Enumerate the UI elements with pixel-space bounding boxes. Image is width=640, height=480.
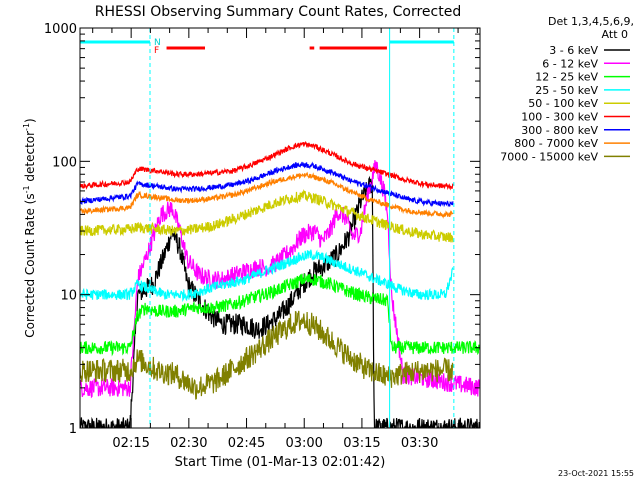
series-line-5 [80,189,454,243]
legend-label-9: 7000 - 15000 keV [500,150,598,163]
x-tick-label-4: 03:00 [285,436,322,451]
series-line-6 [80,140,454,191]
annotation-layer: NF [80,28,455,428]
x-tick-label-1: 02:15 [112,436,149,451]
series-line-9 [80,310,454,400]
axis-layer: 02:15 02:30 02:45 03:00 03:15 03:30 1 10 100 1000 [44,22,480,451]
generation-date: 23-Oct-2021 15:55 [558,469,634,478]
y-tick-label-4: 1000 [44,22,77,37]
series-line-4 [80,249,454,303]
y-tick-label-3: 100 [52,155,77,170]
legend-header-line1: Det 1,3,4,5,6,9, [548,15,634,28]
x-axis-label: Start Time (01-Mar-13 02:01:42) [175,455,386,470]
series-layer [80,140,480,428]
x-tick-label-3: 02:45 [228,436,265,451]
legend-label-1: 3 - 6 keV [549,44,598,57]
series-line-3 [80,273,480,357]
plot-frame [79,27,481,429]
night-label: N [154,38,161,48]
legend-label-2: 6 - 12 keV [542,57,598,70]
series-line-1 [80,175,480,428]
legend-label-5: 50 - 100 keV [528,97,598,110]
y-tick-label-2: 10 [60,289,77,304]
legend-label-4: 25 - 50 keV [535,84,598,97]
legend-label-7: 300 - 800 keV [521,124,598,137]
series-line-7 [80,161,454,208]
y-tick-label-1: 1 [69,422,77,437]
x-tick-label-5: 03:15 [343,436,380,451]
legend-label-3: 12 - 25 keV [535,71,598,84]
flare-label: F [154,46,159,56]
series-line-8 [80,171,454,219]
legend-header-line2: Att 0 [602,28,628,41]
x-tick-label-6: 03:30 [401,436,438,451]
legend-label-6: 100 - 300 keV [521,111,598,124]
x-tick-label-2: 02:30 [170,436,207,451]
y-axis-label: Corrected Count Rate (s-1 detector-1) [22,118,37,337]
legend-label-8: 800 - 7000 keV [514,137,598,150]
chart-title: RHESSI Observing Summary Count Rates, Co… [95,4,461,20]
